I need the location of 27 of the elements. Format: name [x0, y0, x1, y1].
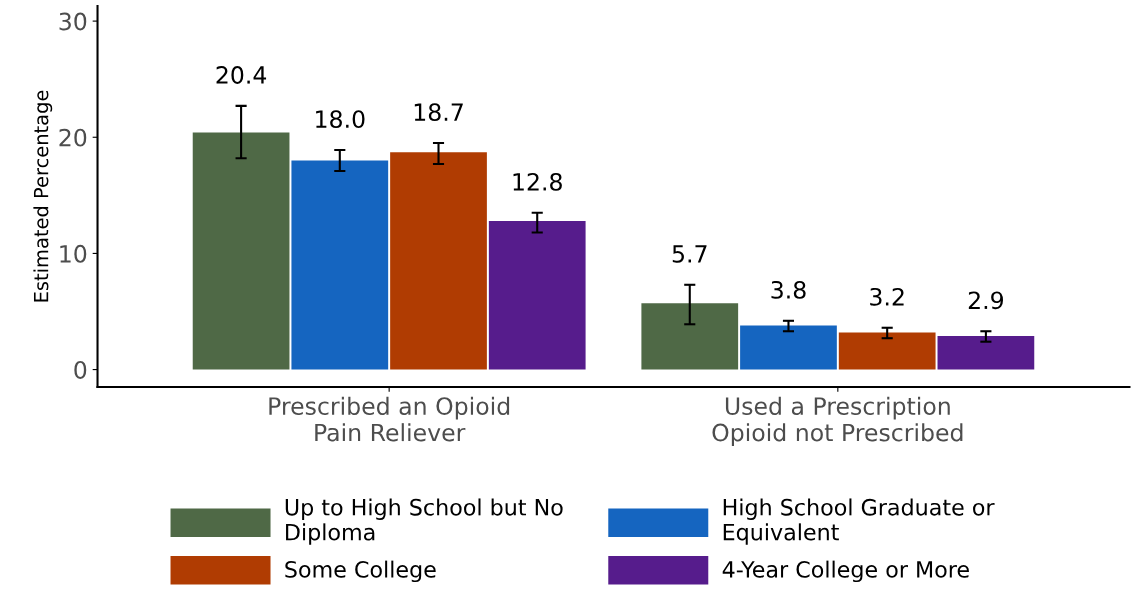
- y-tick-label: 20: [59, 128, 87, 147]
- bar: [291, 160, 389, 370]
- data-label: 2.9: [968, 291, 1004, 310]
- data-label: 3.8: [771, 280, 806, 299]
- bar: [838, 332, 936, 370]
- data-label: 18.0: [316, 110, 365, 129]
- legend-label: High School Graduate or Equivalent: [723, 498, 995, 545]
- data-label: 5.7: [672, 245, 707, 263]
- bar: [740, 325, 837, 370]
- legend-label: Up to High School but No Diploma: [285, 498, 563, 545]
- x-tick-label: Used a Prescription Opioid not Prescribed: [712, 396, 963, 447]
- y-tick-label: 30: [59, 12, 87, 31]
- x-tick-label: Prescribed an Opioid Pain Reliever: [269, 396, 510, 442]
- bar: [488, 220, 586, 370]
- bar: [192, 132, 290, 370]
- y-tick-label: 10: [60, 244, 87, 263]
- bar: [937, 335, 1035, 370]
- data-label: 20.4: [216, 66, 267, 84]
- bar: [390, 152, 487, 370]
- data-label: 18.7: [414, 103, 463, 122]
- data-label: 12.8: [513, 172, 562, 191]
- bar: [641, 303, 739, 370]
- y-axis-title: Estimated Percentage: [33, 90, 53, 302]
- legend-label: Some College: [285, 560, 436, 583]
- y-tick-label: 0: [74, 361, 87, 379]
- data-label: 3.2: [870, 287, 904, 306]
- legend-label: 4-Year College or More: [722, 560, 969, 583]
